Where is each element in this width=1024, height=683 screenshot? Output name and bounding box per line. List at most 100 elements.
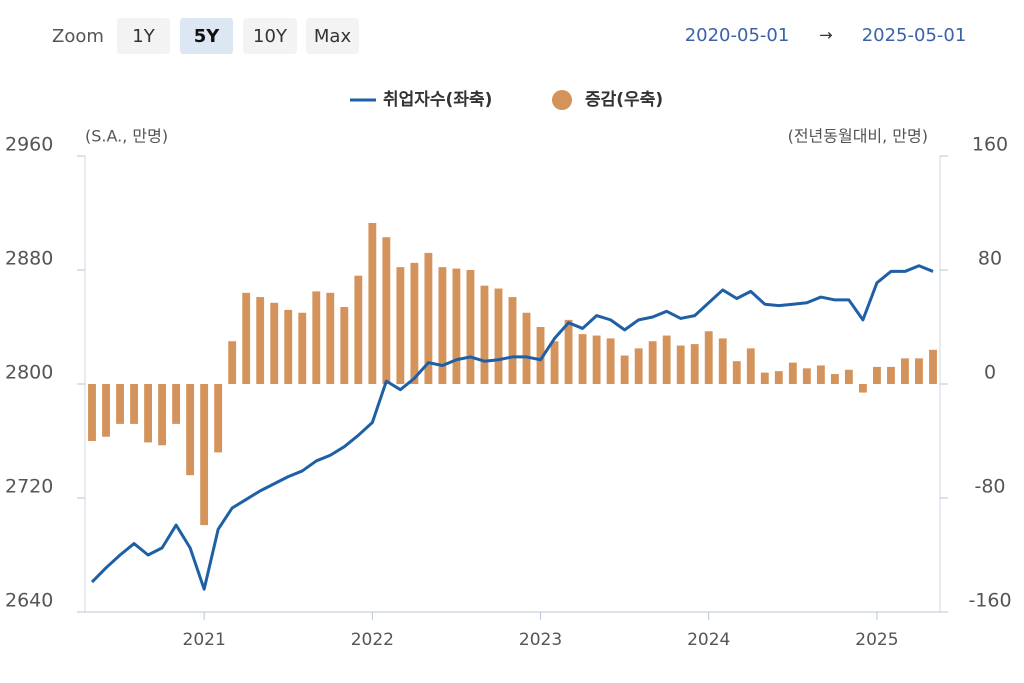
y-axis-label: (S.A., 만명)	[85, 127, 168, 146]
bar	[452, 268, 461, 384]
bar	[480, 285, 489, 384]
bar	[270, 302, 279, 384]
bar	[130, 384, 138, 424]
legend-label: 취업자수(좌축)	[383, 89, 492, 110]
x-tick-label: 2023	[519, 630, 562, 650]
zoom-button-bg	[180, 18, 233, 54]
bar	[887, 366, 895, 384]
bar	[774, 371, 783, 384]
range-arrow: →	[819, 26, 832, 45]
bar	[200, 384, 209, 526]
bar	[466, 270, 475, 384]
bar	[438, 267, 447, 384]
bar	[172, 384, 181, 424]
bar	[830, 374, 839, 384]
bar	[788, 362, 797, 384]
bar	[760, 372, 769, 384]
bar	[690, 344, 699, 384]
zoom-button-label: 5Y	[194, 26, 221, 47]
bar	[312, 291, 321, 384]
bar	[676, 345, 685, 384]
y-tick-label: 2720	[5, 476, 53, 498]
y2-axis-label: (전년동월대비, 만명)	[788, 127, 928, 146]
y2-tick-label: 80	[978, 248, 1002, 270]
x-tick-label: 2021	[183, 630, 226, 650]
bar	[522, 312, 531, 384]
y-tick-label: 2960	[5, 134, 53, 156]
bar	[844, 369, 853, 384]
line	[90, 264, 934, 591]
bar	[901, 358, 909, 384]
zoom-button-label: Max	[314, 26, 352, 47]
bar	[746, 348, 755, 384]
bar	[816, 365, 825, 384]
bar	[102, 384, 110, 437]
legend-swatch	[552, 90, 572, 110]
y-tick-label: 2880	[5, 248, 53, 270]
bar	[298, 312, 307, 384]
y2-tick-label: -160	[968, 590, 1011, 612]
bar	[802, 368, 811, 384]
bar	[284, 309, 293, 384]
bar	[915, 358, 923, 384]
bar	[704, 331, 713, 384]
zoom-button[interactable]: 5Y	[180, 18, 233, 54]
bar	[929, 349, 937, 384]
bar	[186, 384, 195, 476]
zoom-button[interactable]: 10Y	[243, 18, 297, 54]
bar	[648, 341, 657, 384]
x-tick-label: 2025	[855, 630, 898, 650]
y2-tick-label: 160	[972, 134, 1008, 156]
bar	[340, 307, 349, 384]
bar	[873, 366, 881, 384]
bar	[424, 252, 433, 384]
bar	[256, 297, 265, 384]
bar	[144, 384, 152, 443]
x-tick-label: 2024	[687, 630, 730, 650]
bar	[88, 384, 96, 441]
y2-tick-label: -80	[974, 476, 1005, 498]
bar	[326, 292, 335, 384]
range-from: 2020-05-01	[685, 25, 790, 46]
bar	[214, 384, 223, 453]
bar	[396, 267, 405, 384]
zoom-button-label: 1Y	[132, 26, 155, 47]
bar	[550, 341, 559, 384]
bar	[634, 348, 643, 384]
bar	[228, 341, 237, 384]
bar	[382, 237, 391, 384]
zoom-label: Zoom	[52, 26, 104, 47]
y2-tick-label: 0	[984, 362, 996, 384]
y-tick-label: 2800	[5, 362, 53, 384]
legend-label: 증감(우축)	[585, 90, 663, 110]
bar	[578, 334, 587, 384]
zoom-button[interactable]: Max	[306, 18, 359, 54]
range-to: 2025-05-01	[862, 25, 967, 46]
bar	[732, 361, 741, 384]
zoom-button-bg	[243, 18, 297, 54]
bar	[564, 319, 573, 384]
bar	[494, 288, 503, 384]
bar	[368, 222, 377, 384]
bar	[592, 335, 601, 384]
bar	[718, 338, 727, 384]
zoom-button-bg	[117, 18, 170, 54]
bar	[242, 292, 251, 384]
x-tick-label: 2022	[351, 630, 394, 650]
y-tick-label: 2640	[5, 590, 53, 612]
zoom-button[interactable]: 1Y	[117, 18, 170, 54]
bar	[536, 327, 545, 384]
bar	[116, 384, 124, 424]
bar	[508, 297, 517, 384]
bar	[606, 338, 615, 384]
bar	[858, 384, 867, 393]
bar	[158, 384, 167, 446]
zoom-button-label: 10Y	[253, 26, 288, 47]
zoom-buttons: 1Y 5Y 10Y Max	[117, 18, 359, 54]
bar	[354, 275, 363, 384]
bar	[410, 262, 419, 384]
bar	[662, 335, 671, 384]
bar	[620, 355, 629, 384]
zoom-button-bg	[306, 18, 359, 54]
